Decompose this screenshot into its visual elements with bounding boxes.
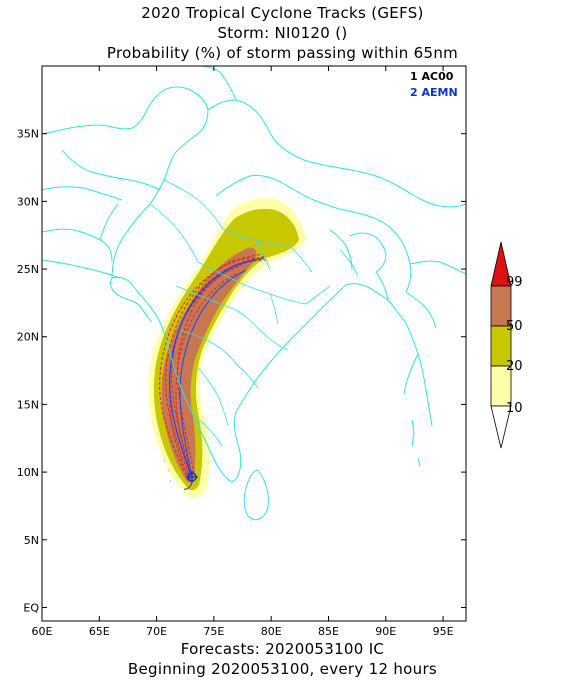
map-subtitle: Probability (%) of storm passing within … <box>106 44 459 62</box>
legend-item-ac00: 1 AC00 <box>410 70 454 83</box>
lon-tick-label: 85E <box>318 625 339 638</box>
forecast-interval-label: Beginning 2020053100, every 12 hours <box>127 660 438 678</box>
probability-50-region <box>161 247 257 483</box>
lat-tick-label: 10N <box>17 466 39 479</box>
map-title: 2020 Tropical Cyclone Tracks (GEFS) <box>141 4 424 22</box>
ensemble-mean-track <box>168 257 265 479</box>
forecast-ic-label: Forecasts: 2020053100 IC <box>180 640 385 658</box>
probability-colorbar: 99 50 20 10 <box>490 241 523 449</box>
colorbar-label-10: 10 <box>506 401 523 416</box>
lon-tick-label: 95E <box>433 625 454 638</box>
lon-tick-label: 80E <box>261 625 282 638</box>
map-frame <box>41 65 467 622</box>
colorbar-label-50: 50 <box>506 319 523 334</box>
storm-id-label: Storm: NI0120 () <box>217 24 348 42</box>
legend-item-aemn: 2 AEMN <box>410 86 458 99</box>
lat-tick-label: 20N <box>17 331 39 344</box>
colorbar-label-20: 20 <box>506 359 523 374</box>
lat-tick-label: 35N <box>17 128 39 141</box>
latitude-axis: EQ 5N 10N 15N 20N 25N 30N 35N <box>17 128 466 614</box>
lon-tick-label: 90E <box>375 625 396 638</box>
lat-tick-label: 25N <box>17 263 39 276</box>
lat-tick-label: 5N <box>24 534 39 547</box>
lat-tick-label: EQ <box>23 601 39 614</box>
lat-tick-label: 15N <box>17 398 39 411</box>
colorbar-0-segment <box>490 405 512 449</box>
coastlines-and-borders <box>42 66 466 521</box>
longitude-axis: 60E 65E 70E 75E 80E 85E 90E 95E <box>32 66 454 638</box>
colorbar-label-99: 99 <box>506 275 523 290</box>
track-legend: 1 AC00 2 AEMN <box>410 70 458 99</box>
lon-tick-label: 70E <box>146 625 167 638</box>
storm-initial-position-icon <box>183 471 198 490</box>
lon-tick-label: 60E <box>32 625 53 638</box>
lat-tick-label: 30N <box>17 195 39 208</box>
lon-tick-label: 75E <box>203 625 224 638</box>
lon-tick-label: 65E <box>89 625 110 638</box>
